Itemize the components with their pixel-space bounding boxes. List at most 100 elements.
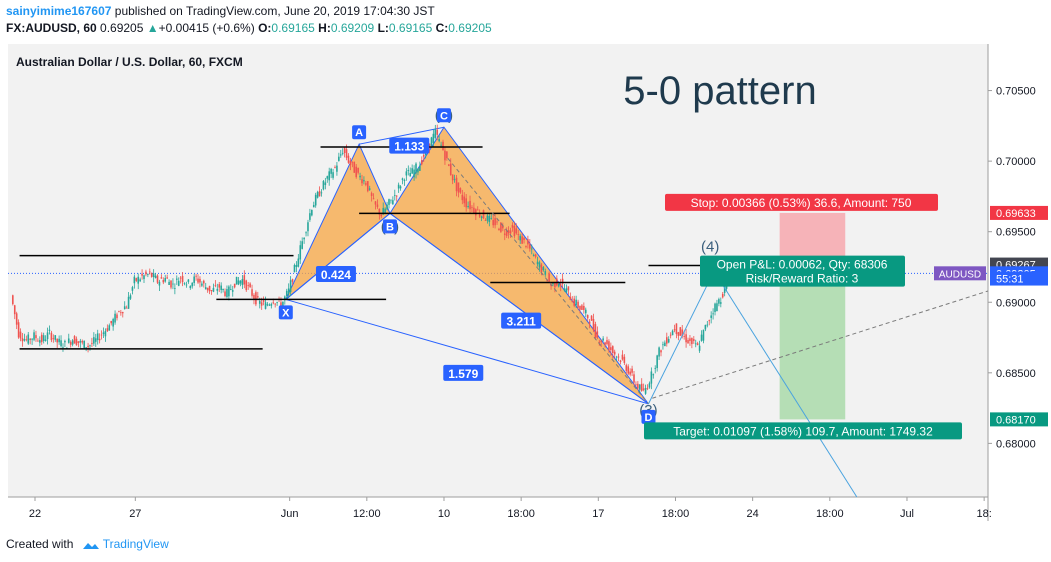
candle-body xyxy=(673,329,676,331)
candle-body xyxy=(702,329,705,341)
price-chart[interactable]: Australian Dollar / U.S. Dollar, 60, FXC… xyxy=(0,0,1051,532)
candle-body xyxy=(368,188,371,190)
symbol-tag xyxy=(934,266,986,281)
candle-body xyxy=(386,204,388,210)
candle-body xyxy=(542,267,545,271)
point-badge xyxy=(352,125,367,140)
candle-body xyxy=(540,264,543,272)
candle-body xyxy=(320,192,323,194)
candle-body xyxy=(260,302,263,306)
candle-body xyxy=(170,280,172,288)
point-label: X xyxy=(282,307,290,319)
candle-body xyxy=(199,278,201,283)
x-tick-label: 18: xyxy=(976,508,991,520)
risk-reward-label: Risk/Reward Ratio: 3 xyxy=(746,272,859,286)
candle-body xyxy=(532,254,535,256)
candle-body xyxy=(557,284,560,287)
candle-body xyxy=(332,172,334,178)
tradingview-brand[interactable]: TradingView xyxy=(102,537,169,551)
candle-body xyxy=(590,315,593,321)
candle-body xyxy=(201,283,203,286)
candle-body xyxy=(515,228,518,234)
candle-body xyxy=(430,137,433,146)
candle-body xyxy=(363,180,365,182)
open-label: O: xyxy=(258,21,272,35)
candle-body xyxy=(694,343,697,345)
candle-body xyxy=(417,168,419,173)
stop-badge xyxy=(665,193,938,211)
candle-body xyxy=(621,354,624,360)
pnl-badge xyxy=(700,255,905,287)
candle-body xyxy=(669,334,672,336)
candle-body xyxy=(640,383,643,391)
candle-body xyxy=(598,341,601,343)
candle-body xyxy=(490,218,493,220)
candle-body xyxy=(453,179,456,181)
ratio-label: 0.424 xyxy=(321,268,351,282)
candle-body xyxy=(284,296,286,301)
candle-body xyxy=(529,244,531,249)
candle-body xyxy=(235,276,238,285)
candle-body xyxy=(324,182,327,186)
candle-body xyxy=(720,302,722,304)
candle-body xyxy=(565,288,568,293)
x-tick-label: 17 xyxy=(592,508,604,520)
candle-body xyxy=(268,304,271,306)
candle-body xyxy=(133,276,136,284)
candle-body xyxy=(407,169,410,172)
candle-body xyxy=(233,283,236,288)
candle-body xyxy=(347,155,350,163)
candle-body xyxy=(17,322,20,338)
candle-body xyxy=(179,277,182,279)
candle-body xyxy=(625,365,628,371)
candle-body xyxy=(606,340,608,345)
candle-body xyxy=(309,213,311,220)
candle-body xyxy=(438,138,440,142)
candle-body xyxy=(120,312,122,314)
candle-body xyxy=(633,374,635,383)
candle-body xyxy=(143,275,145,280)
point-badge xyxy=(436,108,451,123)
candle-body xyxy=(500,222,502,232)
candle-body xyxy=(239,280,242,284)
high-label: H: xyxy=(318,21,331,35)
price-tag xyxy=(990,205,1048,220)
candle-body xyxy=(249,283,251,288)
candle-body xyxy=(185,284,188,286)
candle-body xyxy=(334,167,336,168)
candle-body xyxy=(496,221,498,223)
author-name[interactable]: sainyimime167607 xyxy=(6,4,112,18)
candle-body xyxy=(463,196,466,204)
point-badge xyxy=(278,305,293,320)
y-tick-label: 0.68000 xyxy=(996,438,1036,450)
candle-body xyxy=(511,224,514,228)
candle-body xyxy=(305,232,307,234)
candle-body xyxy=(492,219,494,226)
candle-body xyxy=(210,290,213,291)
candle-body xyxy=(503,233,506,235)
candle-body xyxy=(681,329,684,337)
candle-body xyxy=(23,339,26,341)
low-value: 0.69165 xyxy=(388,21,433,35)
candle-body xyxy=(270,304,273,306)
candle-body xyxy=(83,340,86,349)
candle-body xyxy=(534,254,537,257)
candle-body xyxy=(174,288,176,289)
candle-body xyxy=(714,303,716,312)
low-label: L: xyxy=(377,21,389,35)
candle-body xyxy=(488,216,491,222)
candle-body xyxy=(384,208,386,213)
candle-body xyxy=(685,334,687,343)
candle-body xyxy=(108,325,111,331)
candle-body xyxy=(525,246,527,247)
candle-body xyxy=(502,225,504,229)
candle-body xyxy=(675,323,678,335)
price-tag-label: 55:31 xyxy=(996,274,1024,286)
candle-body xyxy=(627,366,630,374)
candle-body xyxy=(573,298,576,306)
x-tick-label: 27 xyxy=(129,508,141,520)
candle-body xyxy=(465,198,467,208)
candle-body xyxy=(314,194,317,206)
candle-body xyxy=(139,279,141,282)
candle-body xyxy=(658,347,660,357)
